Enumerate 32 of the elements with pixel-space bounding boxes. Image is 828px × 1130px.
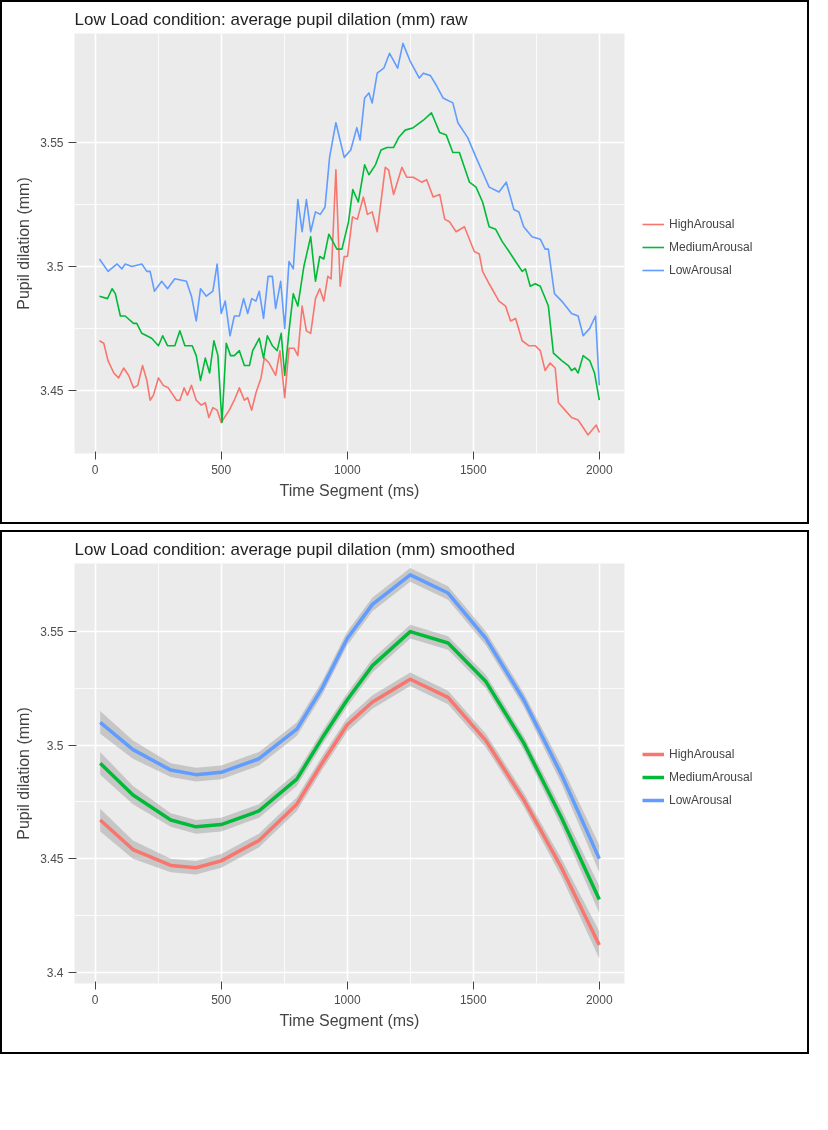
x-tick-label: 500	[211, 462, 232, 477]
x-tick-label: 0	[91, 462, 99, 477]
line-series	[98, 42, 601, 387]
x-tick-label: 2000	[585, 462, 613, 477]
x-tick-label: 1000	[333, 462, 361, 477]
y-tick-label: 3.55	[40, 136, 64, 151]
line-series	[98, 111, 601, 424]
y-axis-title: Pupil dilation (mm)	[15, 177, 33, 310]
x-tick-label: 1000	[333, 992, 361, 1007]
legend-label: MediumArousal	[669, 769, 753, 784]
y-tick-label: 3.5	[46, 259, 64, 274]
y-tick-label: 3.45	[40, 383, 64, 398]
x-tick-label: 2000	[585, 992, 613, 1007]
x-axis-title: Time Segment (ms)	[279, 1011, 420, 1029]
x-tick-label: 1500	[459, 992, 487, 1007]
y-tick-label: 3.4	[46, 965, 64, 980]
legend-label: LowArousal	[669, 262, 732, 277]
legend-label: HighArousal	[669, 216, 735, 231]
x-tick-label: 0	[91, 992, 99, 1007]
y-tick-label: 3.45	[40, 852, 64, 867]
x-tick-label: 500	[211, 992, 232, 1007]
y-tick-label: 3.55	[40, 625, 64, 640]
legend-label: HighArousal	[669, 746, 735, 761]
legend-label: LowArousal	[669, 792, 732, 807]
chart-title: Low Load condition: average pupil dilation (mm) smoothed	[74, 539, 515, 559]
x-tick-label: 1500	[459, 462, 487, 477]
x-axis-title: Time Segment (ms)	[279, 481, 420, 499]
legend-label: MediumArousal	[669, 239, 753, 254]
y-axis-title: Pupil dilation (mm)	[15, 707, 33, 840]
y-tick-label: 3.5	[46, 738, 64, 753]
line-series	[98, 166, 601, 436]
chart-title: Low Load condition: average pupil dilation (mm) raw	[74, 9, 469, 29]
